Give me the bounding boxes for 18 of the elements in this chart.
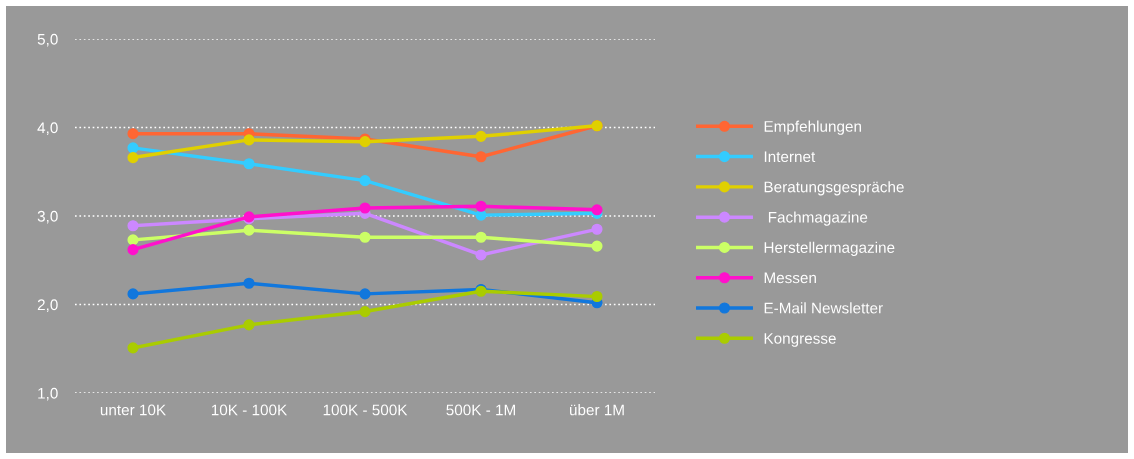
y-tick-label: 3,0 xyxy=(37,210,58,224)
legend-label: Internet xyxy=(764,151,816,163)
legend-label: Beratungsgespräche xyxy=(764,181,904,196)
y-tick-label: 2,0 xyxy=(37,299,58,312)
legend-label: Fachmagazine xyxy=(768,211,868,226)
legend-label: Messen xyxy=(764,272,816,284)
legend-label: Herstellermagazine xyxy=(764,241,895,256)
y-tick-label: 1,0 xyxy=(38,387,58,401)
x-tick-label: 100K - 500K xyxy=(323,404,408,416)
x-tick-label: über 1M xyxy=(570,404,624,416)
legend-label: Kongresse xyxy=(764,333,836,347)
x-tick-label: 500K - 1M xyxy=(446,404,515,416)
legend-label: Empfehlungen xyxy=(764,120,861,135)
legend-label: E-Mail Newsletter xyxy=(764,302,883,314)
y-tick-label: 4,0 xyxy=(37,122,58,135)
x-tick-label: 10K - 100K xyxy=(211,404,288,416)
y-tick-label: 5,0 xyxy=(37,33,58,47)
x-tick-label: unter 10K xyxy=(100,404,166,416)
